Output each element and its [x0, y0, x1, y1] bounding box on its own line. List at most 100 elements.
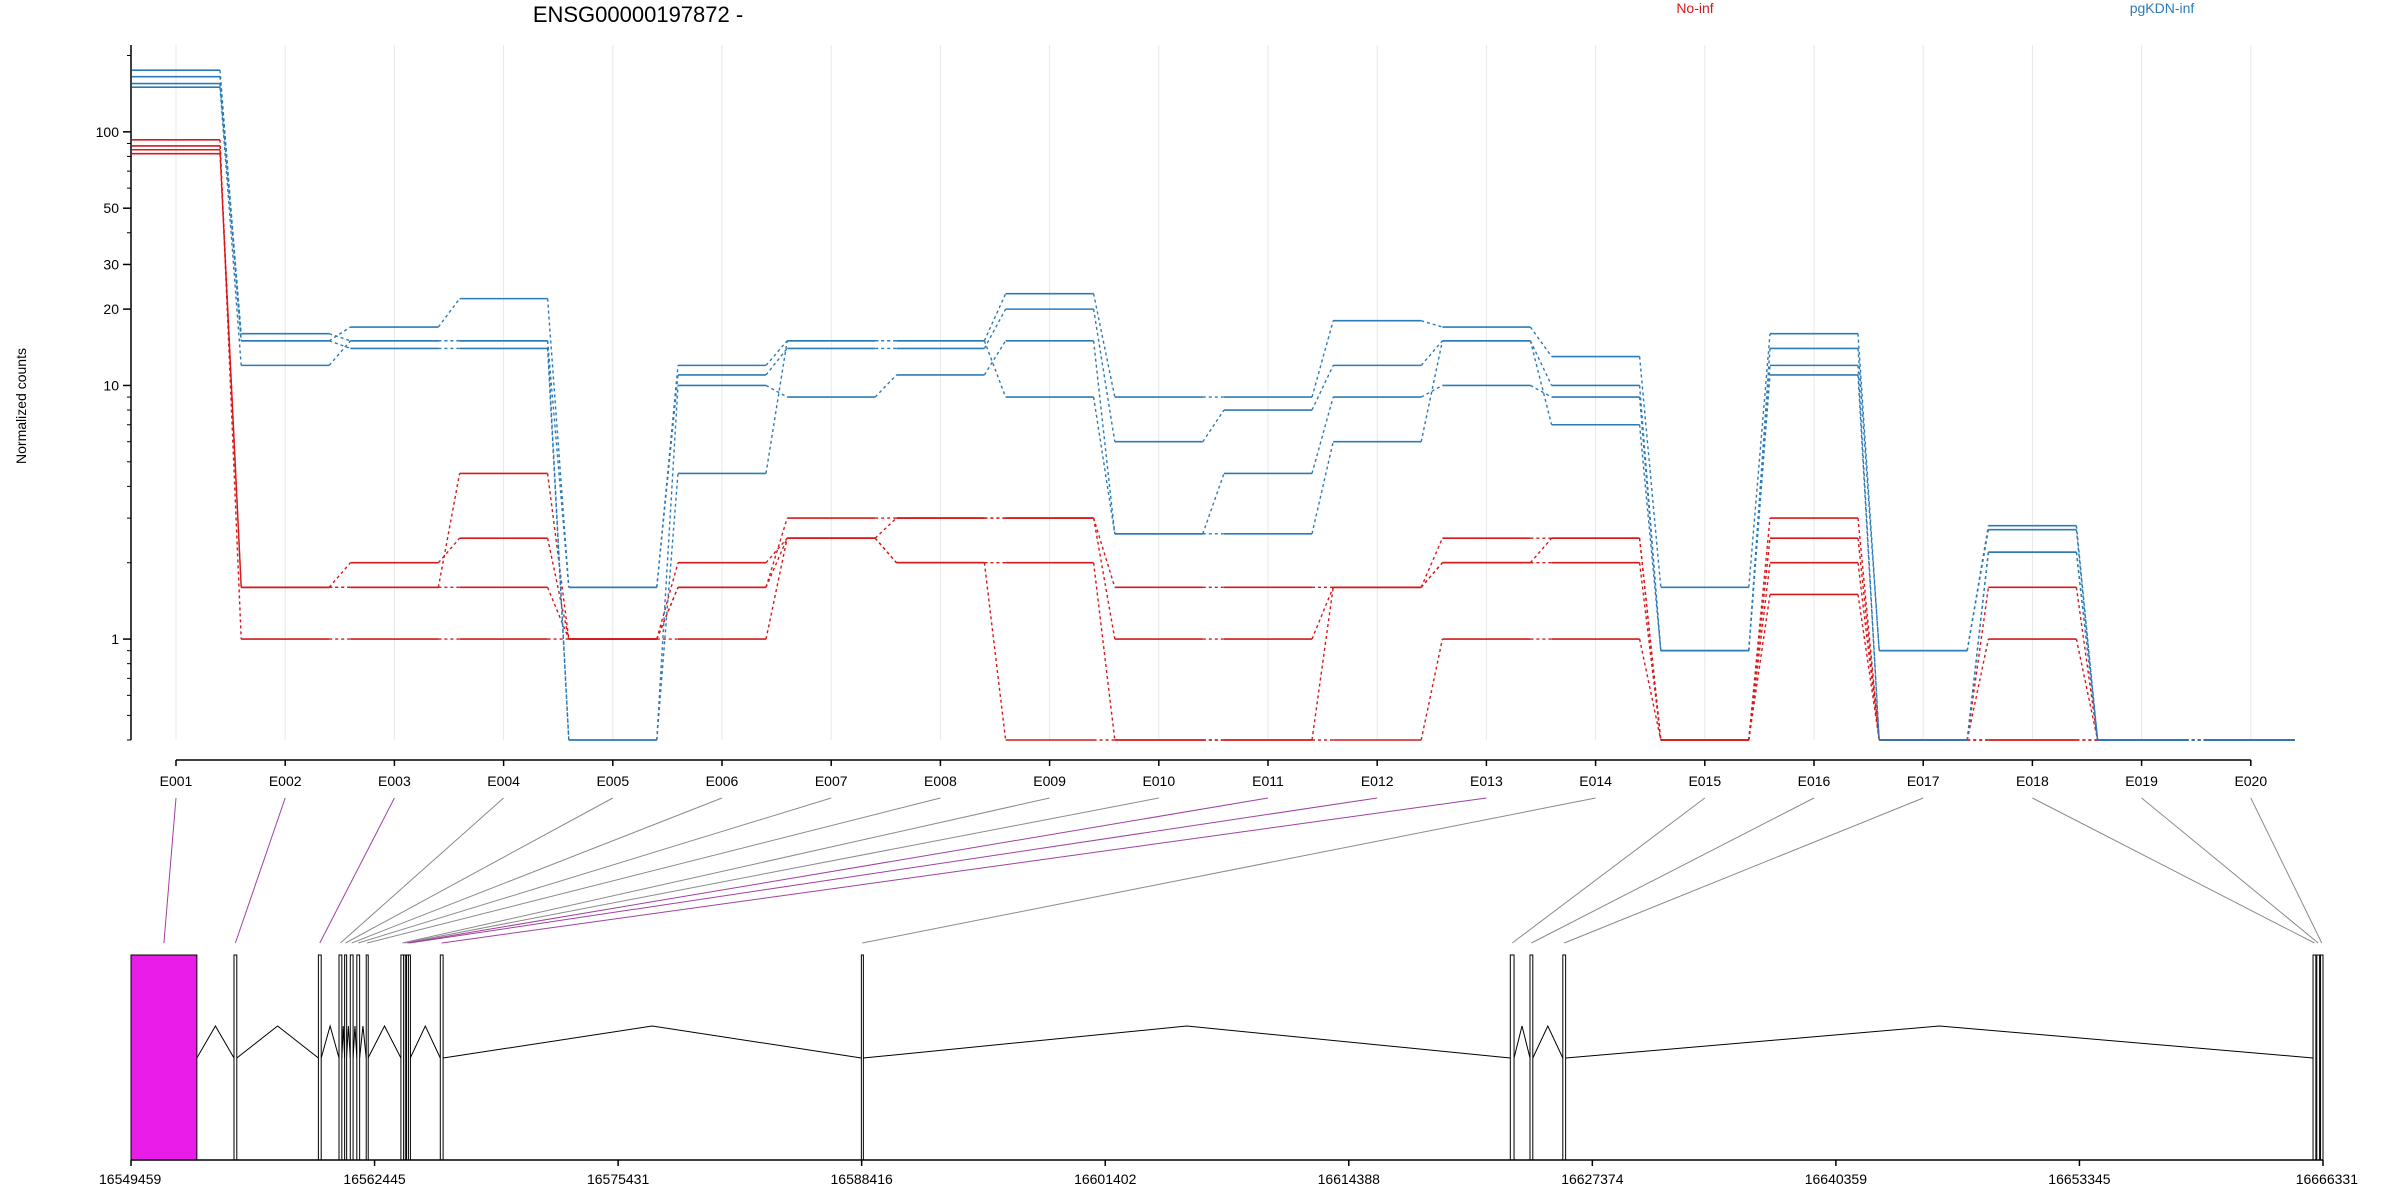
- y-tick-label-50: 50: [103, 200, 119, 216]
- x-tick-label-E015: E015: [1688, 773, 1721, 789]
- series-1-link-16: [1857, 594, 1880, 741]
- series-5-link-6: [765, 340, 788, 366]
- y-tick-label-10: 10: [103, 377, 119, 393]
- x-tick-label-E011: E011: [1252, 773, 1284, 789]
- intron-17: [1565, 1025, 2314, 1059]
- series-3-link-18: [2075, 587, 2099, 741]
- legend-pgkdn-inf: pgKDN-inf: [2130, 0, 2195, 16]
- series-7-link-17: [1966, 552, 1990, 741]
- connector-E002: [234, 797, 286, 944]
- connector-E006: [351, 797, 723, 944]
- series-6-link-5: [656, 374, 679, 588]
- series-7-link-8: [983, 340, 1007, 376]
- intron-8: [367, 1024, 402, 1059]
- coord-tick-label-2: 16562445: [343, 1171, 406, 1187]
- x-tick-label-E013: E013: [1470, 773, 1503, 789]
- y-tick-label-30: 30: [103, 256, 119, 272]
- series-4-link-3: [437, 473, 461, 588]
- series-8-link-5: [656, 473, 679, 741]
- series-8-link-4: [546, 340, 570, 741]
- series-6-link-18: [2075, 529, 2099, 741]
- coord-tick-label-8: 16640359: [1805, 1171, 1868, 1187]
- series-3: [132, 148, 2295, 741]
- exon-E013: [439, 954, 444, 1161]
- intron-3: [320, 1024, 340, 1059]
- series-4-link-13: [1529, 537, 1553, 564]
- series-3-link-6: [765, 517, 788, 588]
- series-6: [132, 75, 2295, 741]
- x-tick-label-E009: E009: [1033, 773, 1066, 789]
- series-5-link-9: [1092, 293, 1116, 398]
- exon-E017: [1562, 954, 1567, 1161]
- series-3-link-2: [328, 562, 351, 588]
- genomic-coordinate-axis: 16549459 16562445 16575431 16588416 16601402…: [99, 1159, 2359, 1187]
- series-7-link-14: [1638, 397, 1662, 651]
- series-8-link-14: [1638, 424, 1662, 651]
- y-axis: 1 10 20 30 50 100: [96, 45, 132, 741]
- series-7-link-11: [1311, 396, 1334, 474]
- connector-E016: [1531, 797, 1815, 944]
- series-1-link-1: [219, 139, 242, 640]
- connector-E012: [409, 797, 1378, 944]
- series-5-link-2: [328, 326, 351, 342]
- exon-E014: [860, 954, 864, 1161]
- coord-tick-label-4: 16588416: [831, 1171, 894, 1187]
- chart-title: ENSG00000197872 -: [533, 2, 743, 27]
- x-tick-label-E012: E012: [1361, 773, 1394, 789]
- exon-E006: [349, 954, 354, 1161]
- series-8-link-15: [1748, 365, 1771, 651]
- series-2-link-7: [874, 517, 897, 539]
- intron-2: [236, 1025, 319, 1059]
- series-8-link-17: [1966, 552, 1990, 741]
- series-4-link-12: [1420, 562, 1443, 588]
- series-6-link-16: [1857, 348, 1880, 651]
- y-axis-label: Normalized counts: [13, 348, 29, 464]
- series-8-link-13: [1529, 340, 1553, 425]
- series-3-link-4: [546, 538, 570, 640]
- x-tick-label-E010: E010: [1142, 773, 1175, 789]
- exon-connectors: [163, 797, 2323, 944]
- x-tick-label-E001: E001: [160, 773, 193, 789]
- series-2-link-9: [1092, 517, 1116, 640]
- series-6-link-6: [765, 347, 788, 376]
- exon-E001: [130, 954, 198, 1161]
- series-5-link-14: [1638, 356, 1662, 588]
- series-7-link-13: [1530, 384, 1552, 398]
- intron-15: [1513, 1025, 1531, 1059]
- series-7-link-10: [1202, 473, 1225, 535]
- series-5-link-12: [1421, 320, 1443, 328]
- series-6-link-4: [546, 340, 570, 588]
- gene-model: [130, 954, 2324, 1161]
- series-2-link-12: [1420, 562, 1443, 588]
- series-2-link-18: [2075, 638, 2099, 741]
- series-4-link-9: [1092, 562, 1116, 741]
- series-5-link-13: [1529, 326, 1553, 357]
- exon-E004: [338, 954, 343, 1161]
- series-4-link-7: [874, 537, 897, 564]
- series-8-link-2: [328, 340, 351, 366]
- connector-E013: [441, 797, 1487, 944]
- x-tick-label-E007: E007: [815, 773, 848, 789]
- connector-E003: [319, 797, 395, 944]
- series-1-link-15: [1748, 594, 1771, 741]
- series-3-link-9: [1092, 517, 1116, 588]
- intron-13: [443, 1025, 862, 1059]
- vertical-gridlines: [175, 45, 2252, 740]
- series-7-link-1: [219, 83, 242, 341]
- coord-tick-label-10: 16666331: [2296, 1171, 2359, 1187]
- series-6-link-11: [1311, 365, 1334, 411]
- connector-E001: [163, 797, 177, 944]
- exon-E010: [403, 954, 407, 1161]
- exon-E020: [2320, 954, 2324, 1161]
- series-8-link-6: [765, 340, 788, 474]
- series-4-link-5: [656, 562, 679, 640]
- coord-tick-label-3: 16575431: [587, 1171, 650, 1187]
- series-6-link-17: [1966, 529, 1990, 651]
- legend-no-inf: No-inf: [1676, 0, 1713, 16]
- connector-E010: [404, 797, 1159, 944]
- series-8-link-1: [219, 87, 242, 366]
- series-4-link-16: [1857, 518, 1880, 741]
- series-8: [132, 86, 2295, 741]
- x-tick-label-E005: E005: [596, 773, 629, 789]
- series-8-link-8: [983, 340, 1007, 398]
